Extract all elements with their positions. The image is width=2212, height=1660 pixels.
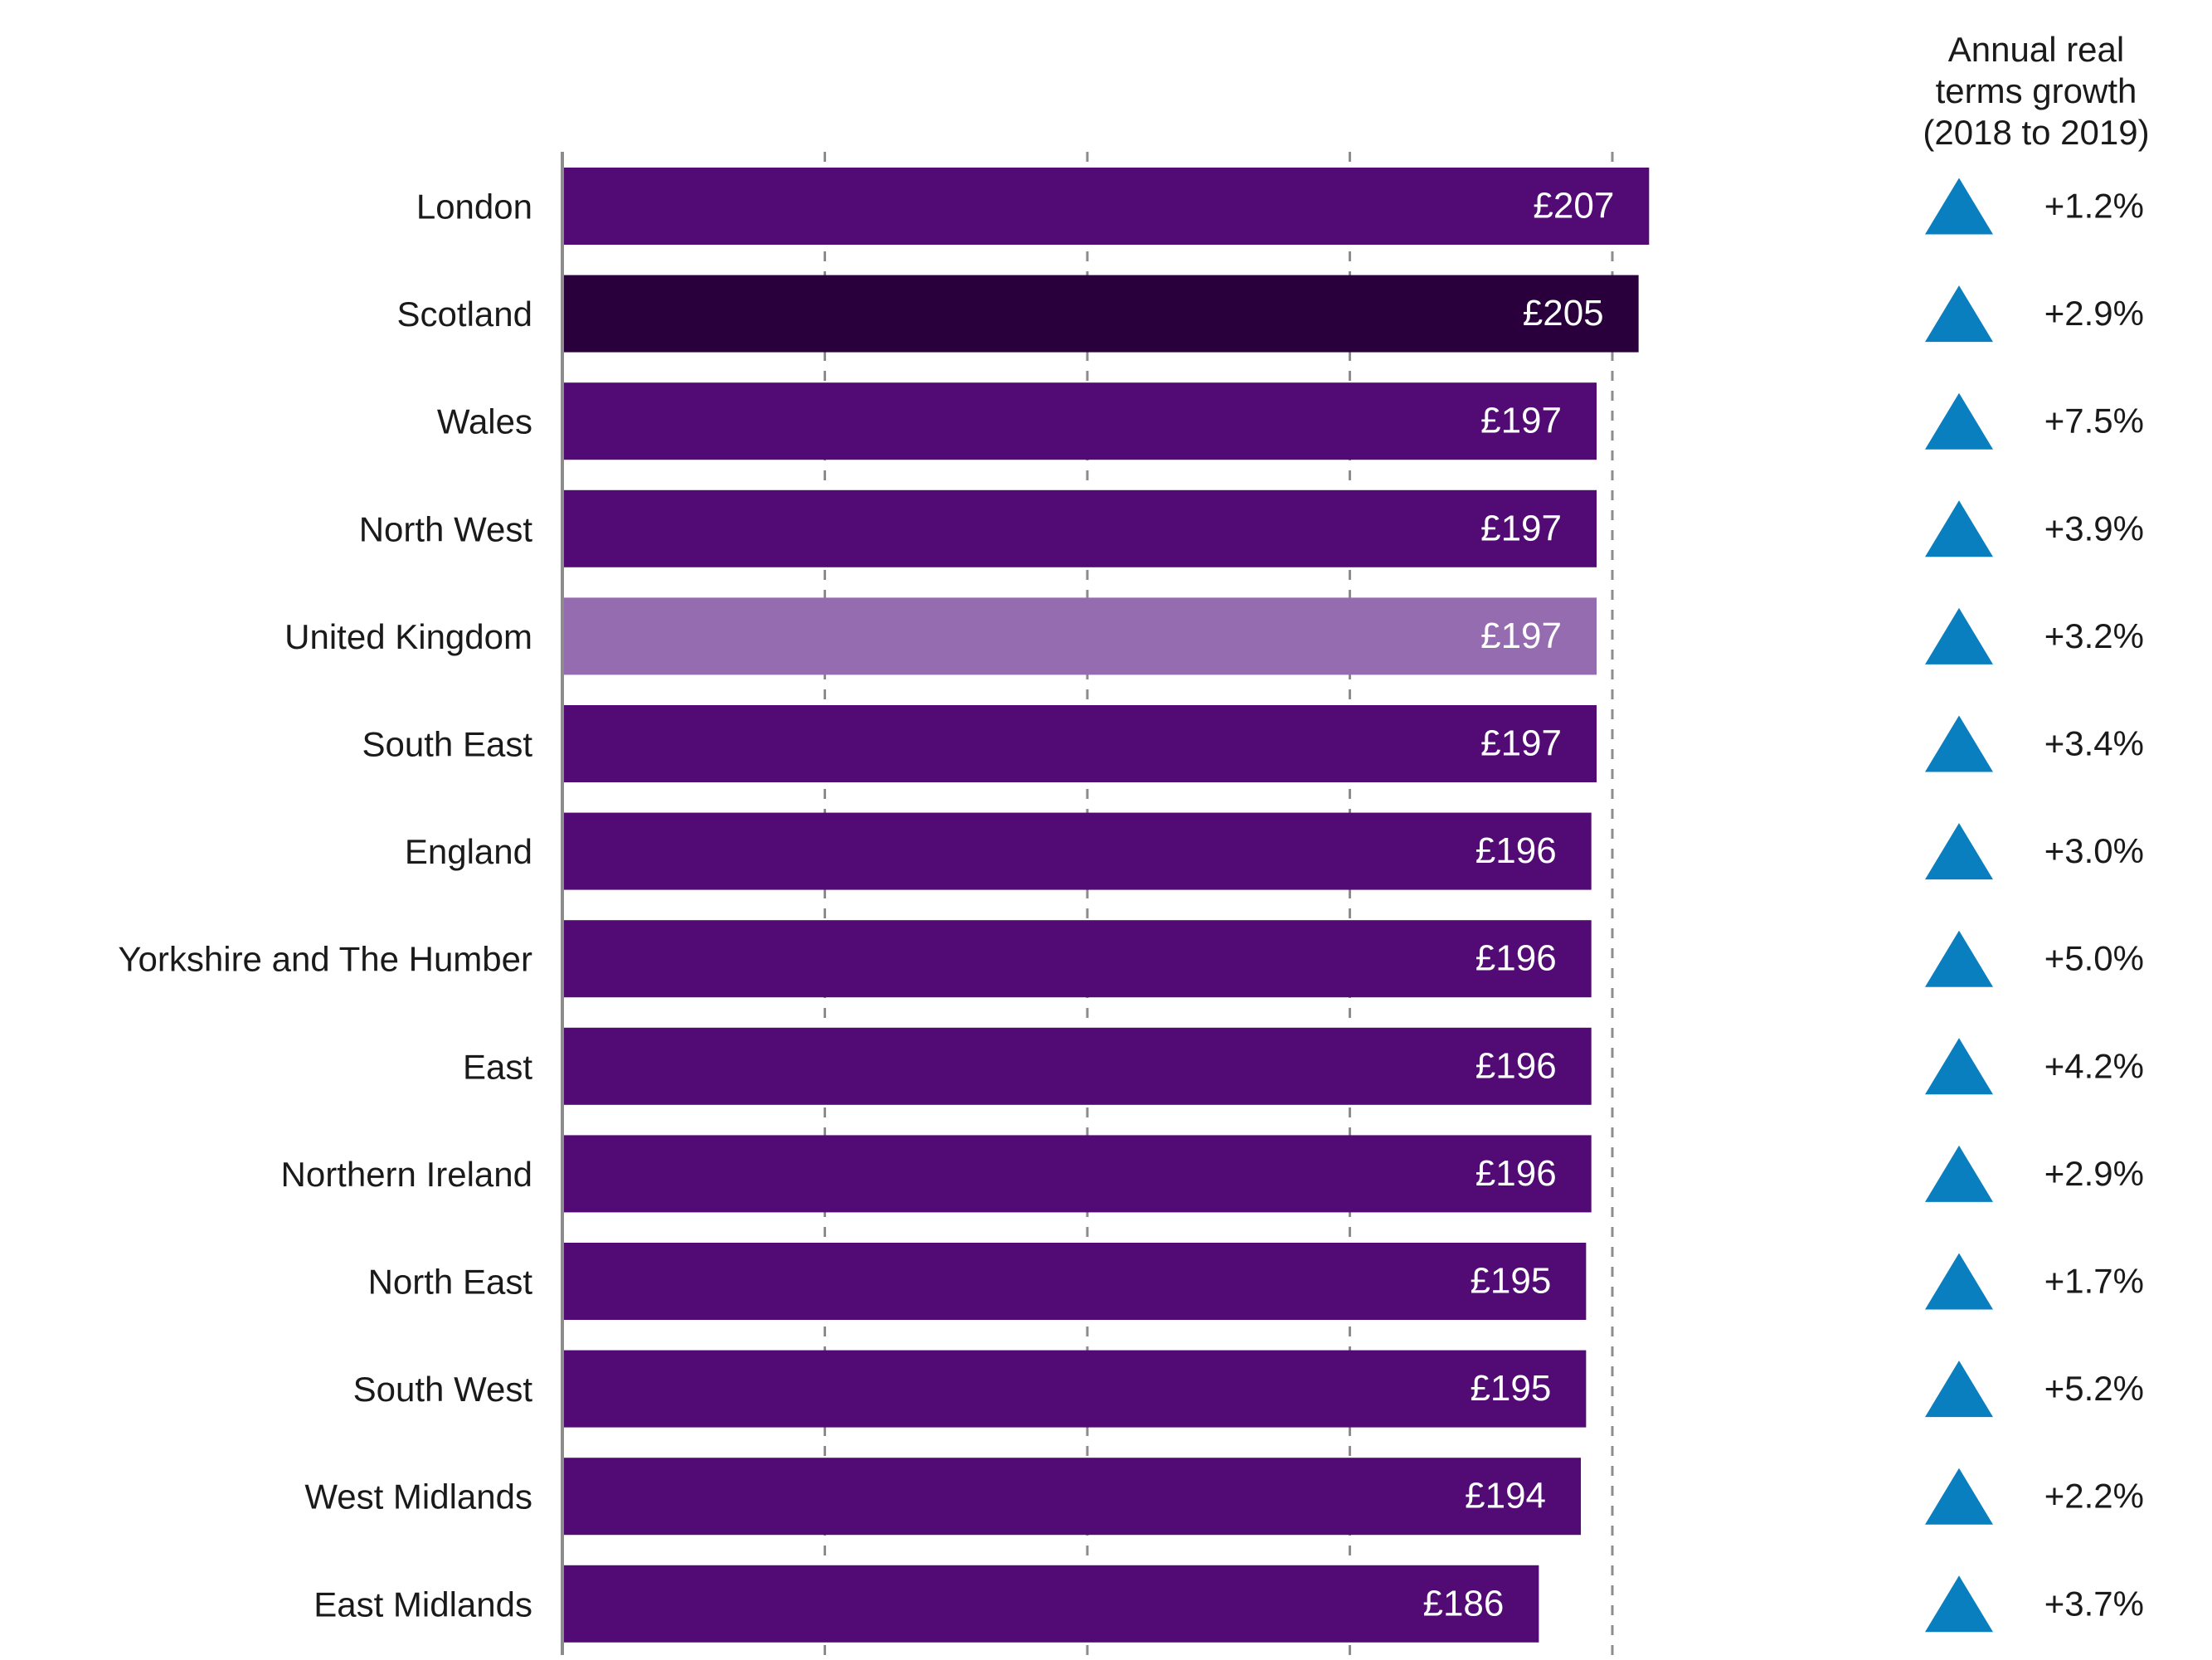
value-label: £197	[1480, 723, 1562, 764]
triangle-up-icon	[1925, 1253, 1993, 1310]
category-label: London	[416, 187, 532, 226]
value-label: £196	[1475, 1153, 1557, 1194]
bar-5	[562, 705, 1597, 782]
growth-value: +5.0%	[2044, 939, 2144, 978]
value-label: £197	[1480, 508, 1562, 548]
category-label: West Midlands	[304, 1477, 532, 1516]
triangle-up-icon	[1925, 285, 1993, 343]
value-labels: £207 £205 £197 £197 £197 £197 £196 £196 £196 £196…	[1422, 186, 1614, 1624]
growth-value: +4.2%	[2044, 1046, 2144, 1085]
triangle-up-icon	[1925, 1361, 1993, 1418]
growth-value: +7.5%	[2044, 402, 2144, 441]
triangle-up-icon	[1925, 1575, 1993, 1633]
triangle-up-icon	[1925, 500, 1993, 557]
category-label: South West	[353, 1370, 533, 1409]
growth-value: +1.2%	[2044, 187, 2144, 226]
value-label: £207	[1533, 186, 1614, 226]
triangle-up-icon	[1925, 823, 1993, 880]
category-label: England	[405, 832, 532, 871]
growth-value: +2.2%	[2044, 1477, 2144, 1516]
value-label: £194	[1465, 1476, 1546, 1516]
bar-7	[562, 920, 1592, 998]
growth-value: +3.4%	[2044, 724, 2144, 763]
triangle-up-icon	[1925, 1468, 1993, 1525]
value-label: £195	[1470, 1261, 1551, 1302]
category-label: East	[463, 1047, 532, 1086]
bar-13	[562, 1565, 1539, 1643]
bar-2	[562, 382, 1597, 460]
bar-10	[562, 1243, 1587, 1320]
value-label: £205	[1523, 293, 1604, 333]
value-label: £195	[1470, 1368, 1551, 1409]
growth-value: +5.2%	[2044, 1369, 2144, 1408]
bar-6	[562, 812, 1592, 890]
triangle-up-icon	[1925, 392, 1993, 450]
value-label: £186	[1422, 1583, 1504, 1623]
bar-3	[562, 489, 1597, 567]
growth-value: +2.9%	[2044, 294, 2144, 333]
triangle-up-icon	[1925, 930, 1993, 987]
triangle-up-icon	[1925, 607, 1993, 664]
value-label: £197	[1480, 401, 1562, 441]
triangle-up-icon	[1925, 715, 1993, 772]
category-label: North West	[359, 509, 533, 548]
growth-header-line-1: Annual real	[1948, 30, 2124, 69]
category-label: South East	[362, 725, 533, 764]
gridlines	[824, 152, 1614, 1655]
category-labels: London Scotland Wales North West United King…	[118, 187, 532, 1624]
bar-9	[562, 1135, 1592, 1213]
value-label: £196	[1475, 938, 1557, 979]
category-label: Northern Ireland	[281, 1155, 533, 1194]
growth-value: +3.0%	[2044, 831, 2144, 870]
bar-11	[562, 1350, 1587, 1428]
bar-12	[562, 1458, 1582, 1536]
triangle-up-icon	[1925, 1038, 1993, 1095]
bar-8	[562, 1027, 1592, 1105]
growth-value: +3.2%	[2044, 616, 2144, 655]
growth-value: +3.7%	[2044, 1584, 2144, 1623]
value-label: £197	[1480, 616, 1562, 656]
growth-value: +2.9%	[2044, 1154, 2144, 1193]
bar-4	[562, 597, 1597, 675]
bars	[562, 168, 1650, 1643]
growth-value: +1.7%	[2044, 1262, 2144, 1301]
bar-1	[562, 275, 1639, 353]
category-label: Wales	[437, 402, 532, 441]
value-label: £196	[1475, 830, 1557, 871]
growth-value: +3.9%	[2044, 509, 2144, 548]
growth-header-line-2: terms growth	[1936, 71, 2137, 110]
category-label: North East	[368, 1263, 533, 1302]
category-label: Yorkshire and The Humber	[118, 940, 532, 979]
category-label: United Kingdom	[284, 617, 532, 656]
bar-0	[562, 168, 1650, 245]
value-label: £196	[1475, 1045, 1557, 1086]
triangle-up-icon	[1925, 178, 1993, 235]
category-label: Scotland	[397, 295, 532, 333]
triangle-up-icon	[1925, 1145, 1993, 1202]
growth-column: Annual real terms growth (2018 to 2019) …	[1923, 30, 2150, 1633]
category-label: East Midlands	[314, 1585, 532, 1623]
growth-header-line-3: (2018 to 2019)	[1923, 113, 2149, 152]
